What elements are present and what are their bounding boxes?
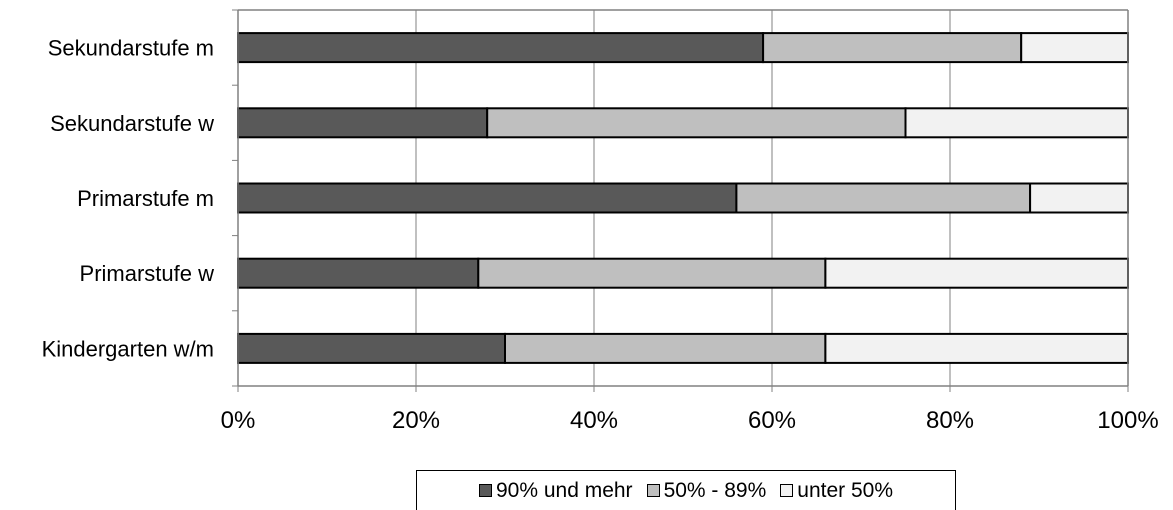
bar-1-1	[486, 107, 907, 139]
bar-2-1	[735, 182, 1032, 214]
bar-4-2	[824, 332, 1130, 364]
x-tick-label-4: 80%	[926, 407, 974, 434]
legend-label-1: 50% - 89%	[663, 478, 767, 502]
legend-item-2: unter 50%	[780, 479, 893, 503]
category-label-2: Primarstufe m	[77, 186, 214, 211]
bar-0-0	[237, 32, 765, 64]
x-tick-label-3: 60%	[748, 407, 796, 434]
category-label-0: Sekundarstufe m	[48, 36, 214, 61]
bar-1-2	[904, 107, 1129, 139]
bar-4-1	[504, 332, 827, 364]
bar-3-0	[237, 257, 480, 289]
bar-3-1	[477, 257, 827, 289]
x-tick-label-2: 40%	[570, 407, 618, 434]
x-tick-label-0: 0%	[221, 407, 256, 434]
legend-swatch-2	[780, 484, 794, 497]
legend-label-0: 90% und mehr	[495, 478, 633, 502]
category-label-3: Primarstufe w	[80, 261, 215, 286]
legend-item-1: 50% - 89%	[646, 478, 767, 503]
x-tick-label-1: 20%	[392, 407, 440, 434]
bar-3-2	[824, 257, 1130, 289]
bar-2-2	[1029, 182, 1129, 214]
bar-1-0	[237, 107, 489, 139]
legend: 90% und mehr 50% - 89% unter 50%	[416, 470, 956, 510]
legend-item-0: 90% und mehr	[478, 478, 633, 503]
bar-2-0	[237, 182, 738, 214]
legend-swatch-1	[646, 484, 660, 497]
axes	[232, 9, 1129, 392]
bar-0-2	[1020, 32, 1130, 64]
bar-0-1	[762, 32, 1023, 64]
legend-swatch-0	[478, 484, 492, 497]
category-label-4: Kindergarten w/m	[42, 336, 214, 361]
x-tick-label-5: 100%	[1097, 407, 1158, 434]
labels: 0% 20% 40% 60% 80% 100% Sekundarstufe m Sekunda…	[42, 36, 1159, 434]
category-label-1: Sekundarstufe w	[50, 111, 214, 136]
bars	[237, 32, 1130, 364]
bar-4-0	[237, 332, 506, 364]
legend-label-2: unter 50%	[797, 478, 894, 502]
